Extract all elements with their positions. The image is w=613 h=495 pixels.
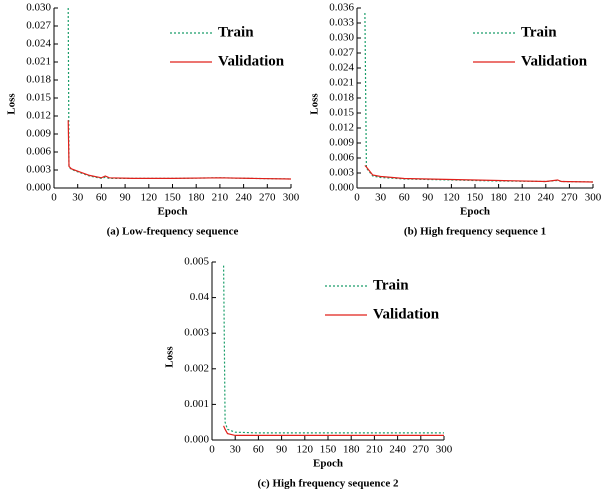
y-axis-label: Loss [6,93,18,115]
y-tick-label: 0.003 [184,327,209,339]
y-tick-label: 0.012 [329,122,354,134]
x-tick-label: 240 [538,192,555,204]
y-tick-label: 0.009 [26,128,51,140]
legend-label: Validation [373,306,440,322]
x-tick-label: 90 [276,444,288,456]
x-tick-label: 120 [141,192,158,204]
y-tick-label: 0.006 [26,146,51,158]
series-line [223,265,444,434]
legend-label: Train [373,277,409,293]
y-tick-label: 0.030 [26,2,51,14]
y-axis-label: Loss [164,346,176,368]
x-tick-label: 270 [259,192,276,204]
caption: (a) Low-frequency sequence [107,226,239,238]
x-tick-label: 60 [96,192,108,204]
series-line [364,165,594,183]
y-axis-label: Loss [309,93,321,115]
x-tick-label: 270 [561,192,578,204]
y-tick-label: 0.000 [329,182,354,194]
x-tick-label: 30 [375,192,387,204]
y-tick-label: 0.018 [329,92,354,104]
y-tick-label: 0.024 [329,62,354,74]
y-tick-label: 0.001 [184,398,209,410]
x-axis-label: Epoch [460,206,490,218]
x-tick-label: 30 [72,192,84,204]
y-tick-label: 0.005 [184,256,209,268]
series-line [67,120,292,180]
series-line [364,12,594,183]
x-tick-label: 120 [297,444,314,456]
x-tick-label: 180 [490,192,507,204]
y-tick-label: 0.033 [329,17,354,29]
y-tick-label: 0.027 [329,47,354,59]
y-tick-label: 0.027 [26,20,51,32]
series-line [67,7,292,180]
x-tick-label: 300 [436,444,453,456]
x-tick-label: 270 [413,444,430,456]
x-tick-label: 30 [230,444,242,456]
x-tick-label: 90 [422,192,434,204]
legend-label: Validation [218,53,285,69]
series-line [223,425,444,436]
legend-label: Train [218,24,254,40]
y-tick-label: 0.000 [184,434,209,446]
y-tick-label: 0.024 [26,38,51,50]
y-tick-label: 0.015 [26,92,51,104]
y-tick-label: 0.012 [26,110,51,122]
y-tick-label: 0.003 [329,167,354,179]
x-tick-label: 150 [467,192,484,204]
x-tick-label: 210 [212,192,229,204]
y-tick-label: 0.04 [190,291,210,303]
x-tick-label: 300 [283,192,300,204]
x-tick-label: 60 [253,444,265,456]
y-tick-label: 0.030 [329,32,354,44]
y-tick-label: 0.002 [184,362,209,374]
x-tick-label: 60 [399,192,411,204]
x-tick-label: 120 [443,192,460,204]
legend-label: Train [521,24,557,40]
x-tick-label: 180 [188,192,205,204]
x-tick-label: 150 [164,192,181,204]
x-tick-label: 0 [209,444,215,456]
x-tick-label: 210 [366,444,383,456]
x-tick-label: 210 [514,192,531,204]
y-tick-label: 0.018 [26,74,51,86]
x-tick-label: 0 [51,192,57,204]
y-tick-label: 0.036 [329,2,354,14]
x-axis-label: Epoch [158,206,188,218]
x-tick-label: 240 [389,444,406,456]
x-tick-label: 240 [235,192,252,204]
y-tick-label: 0.015 [329,107,354,119]
x-tick-label: 180 [343,444,360,456]
y-tick-label: 0.009 [329,137,354,149]
x-tick-label: 0 [354,192,360,204]
x-tick-label: 90 [120,192,132,204]
caption: (c) High frequency sequence 2 [258,478,399,490]
y-tick-label: 0.006 [329,152,354,164]
y-tick-label: 0.003 [26,164,51,176]
x-tick-label: 300 [585,192,602,204]
caption: (b) High frequency sequence 1 [404,226,546,238]
y-tick-label: 0.021 [329,77,354,89]
y-tick-label: 0.000 [26,182,51,194]
x-axis-label: Epoch [313,458,343,470]
y-tick-label: 0.021 [26,56,51,68]
legend-label: Validation [521,53,588,69]
x-tick-label: 150 [320,444,337,456]
